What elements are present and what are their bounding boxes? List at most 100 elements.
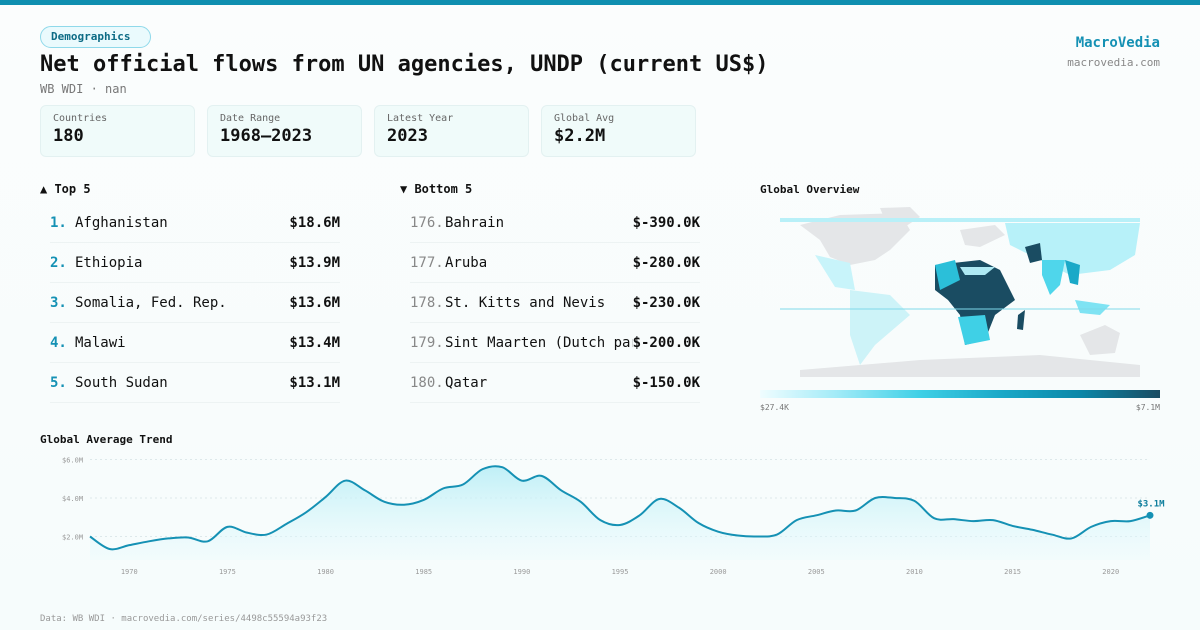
antarctica <box>800 355 1140 377</box>
stat-date-range: Date Range 1968–2023 <box>207 105 362 157</box>
rank: 177. <box>410 254 444 271</box>
country-value: $-280.0K <box>632 254 700 271</box>
x-tick-label: 1980 <box>317 568 334 576</box>
country-name: Bahrain <box>445 214 505 231</box>
stat-label: Countries <box>53 113 108 124</box>
north-africa <box>960 267 995 275</box>
list-item[interactable]: 4. Malawi $13.4M <box>50 323 340 363</box>
x-tick-label: 1970 <box>121 568 138 576</box>
country-value: $13.4M <box>289 334 340 351</box>
page-title: Net official flows from UN agencies, UND… <box>40 52 769 77</box>
south-america <box>850 290 910 365</box>
legend-min-label: $27.4K <box>760 403 789 412</box>
country-value: $13.1M <box>289 374 340 391</box>
asia <box>1005 223 1140 275</box>
arctic-band <box>780 218 1140 222</box>
trend-chart: $2.0M $4.0M $6.0M 1970 1975 1980 1985 1990 1995 2… <box>62 457 1165 577</box>
stat-label: Date Range <box>220 113 281 124</box>
map-heading: Global Overview <box>760 183 860 196</box>
x-tick-label: 1995 <box>612 568 629 576</box>
trend-heading: Global Average Trend <box>40 433 173 446</box>
legend-max-label: $7.1M <box>1135 403 1160 412</box>
country-name: Malawi <box>75 334 126 351</box>
x-tick-label: 1990 <box>513 568 530 576</box>
country-name: Somalia, Fed. Rep. <box>75 294 227 311</box>
y-tick-label: $4.0M <box>62 495 83 503</box>
trend-area <box>90 466 1150 560</box>
list-item[interactable]: 179.Sint Maarten (Dutch part)$-200.0K <box>410 323 700 363</box>
last-value-label: $3.1M <box>1137 499 1165 509</box>
south-asia <box>1042 260 1065 295</box>
stat-value: 1968–2023 <box>220 126 313 146</box>
country-value: $18.6M <box>289 214 340 231</box>
country-name: Aruba <box>445 254 488 271</box>
country-name: Ethiopia <box>75 254 143 271</box>
top5-heading: ▲ Top 5 <box>40 182 91 196</box>
afghanistan <box>1025 243 1042 263</box>
bottom5-heading: ▼ Bottom 5 <box>400 182 473 196</box>
madagascar <box>1017 310 1025 330</box>
stat-label: Global Avg <box>554 113 615 124</box>
stat-label: Latest Year <box>387 113 454 124</box>
list-item[interactable]: 2. Ethiopia $13.9M <box>50 243 340 283</box>
list-item[interactable]: 178. St. Kitts and Nevis $-230.0K <box>410 283 700 323</box>
country-name: South Sudan <box>75 374 168 391</box>
top-accent-bar <box>0 0 1200 5</box>
rank: 1. <box>50 214 67 231</box>
x-tick-label: 1975 <box>219 568 236 576</box>
central-america <box>815 255 855 290</box>
map-nodata-land <box>800 207 1140 377</box>
north-america <box>800 213 910 265</box>
country-value: $-390.0K <box>632 214 700 231</box>
x-tick-label: 1985 <box>415 568 432 576</box>
stat-global-avg: Global Avg $2.2M <box>541 105 696 157</box>
page-subtitle: WB WDI · nan <box>40 82 127 96</box>
rank: 180. <box>410 374 444 391</box>
country-value: $13.6M <box>289 294 340 311</box>
country-value: $13.9M <box>289 254 340 271</box>
country-name: St. Kitts and Nevis <box>445 294 606 311</box>
y-tick-label: $6.0M <box>62 457 83 465</box>
stat-value: 2023 <box>387 126 428 146</box>
stat-latest-year: Latest Year 2023 <box>374 105 529 157</box>
footer-source: Data: WB WDI · macrovedia.com/series/449… <box>40 614 328 624</box>
rank: 178. <box>410 294 444 311</box>
last-point-marker <box>1146 511 1154 519</box>
list-item[interactable]: 176. Bahrain $-390.0K <box>410 203 700 243</box>
stat-value: $2.2M <box>554 126 606 146</box>
rank: 176. <box>410 214 444 231</box>
country-value: $-200.0K <box>632 334 700 351</box>
bottom5-list: 176. Bahrain $-390.0K 177. Aruba $-280.0K 178.… <box>410 203 700 403</box>
x-tick-label: 2005 <box>808 568 825 576</box>
x-tick-label: 2015 <box>1004 568 1021 576</box>
y-tick-label: $2.0M <box>62 534 83 542</box>
rank: 4. <box>50 334 67 351</box>
brand-url[interactable]: macrovedia.com <box>1067 56 1160 69</box>
country-name: Afghanistan <box>75 214 168 231</box>
country-value: $-230.0K <box>632 294 700 311</box>
indonesia <box>1075 300 1110 315</box>
category-badge[interactable]: Demographics <box>40 26 152 48</box>
stat-countries: Countries 180 <box>40 105 195 157</box>
southern-africa <box>958 315 990 345</box>
country-name: Sint Maarten (Dutch part) <box>445 334 633 351</box>
map-color-legend <box>760 390 1160 398</box>
list-item[interactable]: 5. South Sudan $13.1M <box>50 363 340 403</box>
x-tick-label: 2010 <box>906 568 923 576</box>
country-name: Qatar <box>445 374 488 391</box>
list-item[interactable]: 180. Qatar $-150.0K <box>410 363 700 403</box>
brand-logo[interactable]: MacroVedia <box>1075 35 1160 51</box>
country-value: $-150.0K <box>632 374 700 391</box>
map-data-land <box>780 218 1140 365</box>
rank: 179. <box>410 334 444 351</box>
list-item[interactable]: 1. Afghanistan $18.6M <box>50 203 340 243</box>
list-item[interactable]: 177. Aruba $-280.0K <box>410 243 700 283</box>
rank: 3. <box>50 294 67 311</box>
rank: 2. <box>50 254 67 271</box>
x-tick-label: 2020 <box>1102 568 1119 576</box>
world-map <box>780 207 1140 377</box>
top5-list: 1. Afghanistan $18.6M 2. Ethiopia $13.9M 3. Som… <box>50 203 340 403</box>
southeast-asia <box>1065 260 1080 285</box>
stat-value: 180 <box>53 126 84 146</box>
list-item[interactable]: 3. Somalia, Fed. Rep. $13.6M <box>50 283 340 323</box>
